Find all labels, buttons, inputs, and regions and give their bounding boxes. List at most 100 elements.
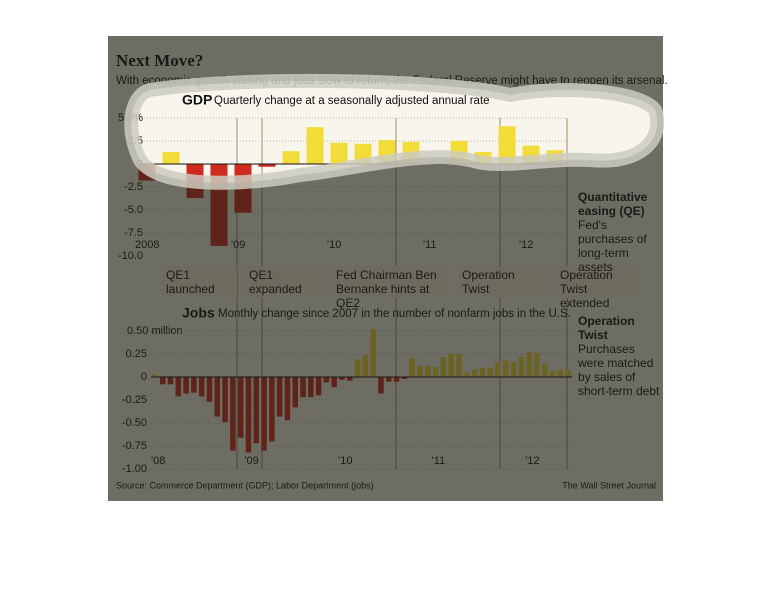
bar <box>370 329 376 377</box>
bar <box>222 377 228 423</box>
x-tick-label: '09 <box>245 455 259 467</box>
bar <box>253 377 259 444</box>
bar <box>541 364 548 377</box>
bar <box>245 377 252 453</box>
source: Source: Commerce Department (GDP); Labor… <box>116 480 374 490</box>
bar <box>425 365 431 377</box>
bar <box>464 372 470 377</box>
bar <box>162 152 180 164</box>
bar <box>354 143 372 164</box>
y-tick-label: -0.25 <box>122 394 147 406</box>
bar <box>300 377 306 398</box>
page-title: Next Move? <box>116 51 203 70</box>
y-tick-label: -1.00 <box>122 463 147 475</box>
bar <box>386 377 392 382</box>
x-tick-label: 2008 <box>135 239 159 251</box>
bar <box>502 360 509 377</box>
note-heading: Quantitative easing (QE) <box>578 190 648 218</box>
bar <box>206 377 213 402</box>
bar <box>557 369 564 377</box>
bar <box>510 362 517 377</box>
bar <box>546 150 564 164</box>
bar <box>378 140 396 164</box>
bar <box>362 354 369 377</box>
event-label: Fed Chairman Ben Bernanke hints at QE2 <box>332 266 450 310</box>
bar <box>323 377 330 383</box>
x-tick-label: '12 <box>525 455 539 467</box>
chart-subtitle: Monthly change since 2007 in the number … <box>218 308 571 320</box>
bar <box>417 365 423 377</box>
event-label: QE1 launched <box>162 266 237 298</box>
bar <box>306 127 324 164</box>
bar <box>471 369 478 377</box>
bar <box>474 152 492 164</box>
event-label: QE1 expanded <box>245 266 323 298</box>
bar <box>522 145 540 164</box>
y-tick-label: -5.0 <box>124 204 143 216</box>
bar <box>284 377 291 421</box>
bar <box>276 377 283 417</box>
x-tick-label: '09 <box>231 239 245 251</box>
note-text: Purchases were matched by sales of short… <box>578 342 660 398</box>
bar <box>138 164 156 181</box>
bar <box>448 354 454 377</box>
bar <box>565 369 571 377</box>
bar <box>495 362 501 377</box>
bar <box>330 142 348 164</box>
bar <box>175 377 182 397</box>
bar <box>159 377 166 385</box>
bar <box>292 377 298 408</box>
bar <box>518 356 525 377</box>
bar <box>198 377 205 397</box>
y-tick-label: -2.5 <box>124 181 143 193</box>
bar <box>432 366 439 377</box>
bar <box>450 141 468 164</box>
y-tick-label: 0 <box>141 371 147 383</box>
x-tick-label: '11 <box>432 455 446 467</box>
bar <box>409 357 415 377</box>
bar <box>308 377 314 398</box>
bar <box>261 377 267 451</box>
bar <box>331 377 337 388</box>
y-tick-label: -0.75 <box>122 440 147 452</box>
chart-subtitle: Quarterly change at a seasonally adjuste… <box>214 95 490 107</box>
note-text: Fed's purchases of long-term assets <box>578 218 647 274</box>
bar <box>479 367 486 377</box>
note-heading: Operation Twist <box>578 314 635 342</box>
bar <box>402 141 420 164</box>
chart-title: Jobs <box>182 305 215 321</box>
bar <box>315 377 322 396</box>
bar <box>230 377 236 451</box>
x-tick-label: '11 <box>423 239 437 251</box>
bar <box>237 377 244 438</box>
bar <box>269 377 275 442</box>
chart-title: GDP <box>182 92 212 108</box>
bar <box>498 126 516 164</box>
y-tick-label: 5.0% <box>118 112 143 124</box>
bar <box>167 377 174 385</box>
bar <box>456 354 462 377</box>
page-subtitle: With economic growth stalling and jobs s… <box>116 75 668 87</box>
bar <box>186 164 204 199</box>
bar <box>440 356 447 377</box>
bar <box>534 353 540 377</box>
bar <box>347 377 353 381</box>
bar <box>354 359 361 377</box>
y-tick-label: 0.25 <box>126 348 147 360</box>
bar <box>214 377 221 417</box>
x-tick-label: '12 <box>519 239 533 251</box>
event-label: Operation Twist <box>458 266 547 298</box>
y-tick-label: -10.0 <box>118 250 143 262</box>
bar <box>487 367 493 377</box>
credit: The Wall Street Journal <box>562 480 656 490</box>
bar <box>549 370 556 377</box>
bar <box>210 164 228 246</box>
x-tick-label: '10 <box>338 455 352 467</box>
note: Quantitative easing (QE) Fed's purchases… <box>578 190 660 274</box>
y-tick-label: -7.5 <box>124 227 143 239</box>
bar <box>393 377 400 382</box>
bar <box>234 164 252 213</box>
bar <box>526 352 532 377</box>
